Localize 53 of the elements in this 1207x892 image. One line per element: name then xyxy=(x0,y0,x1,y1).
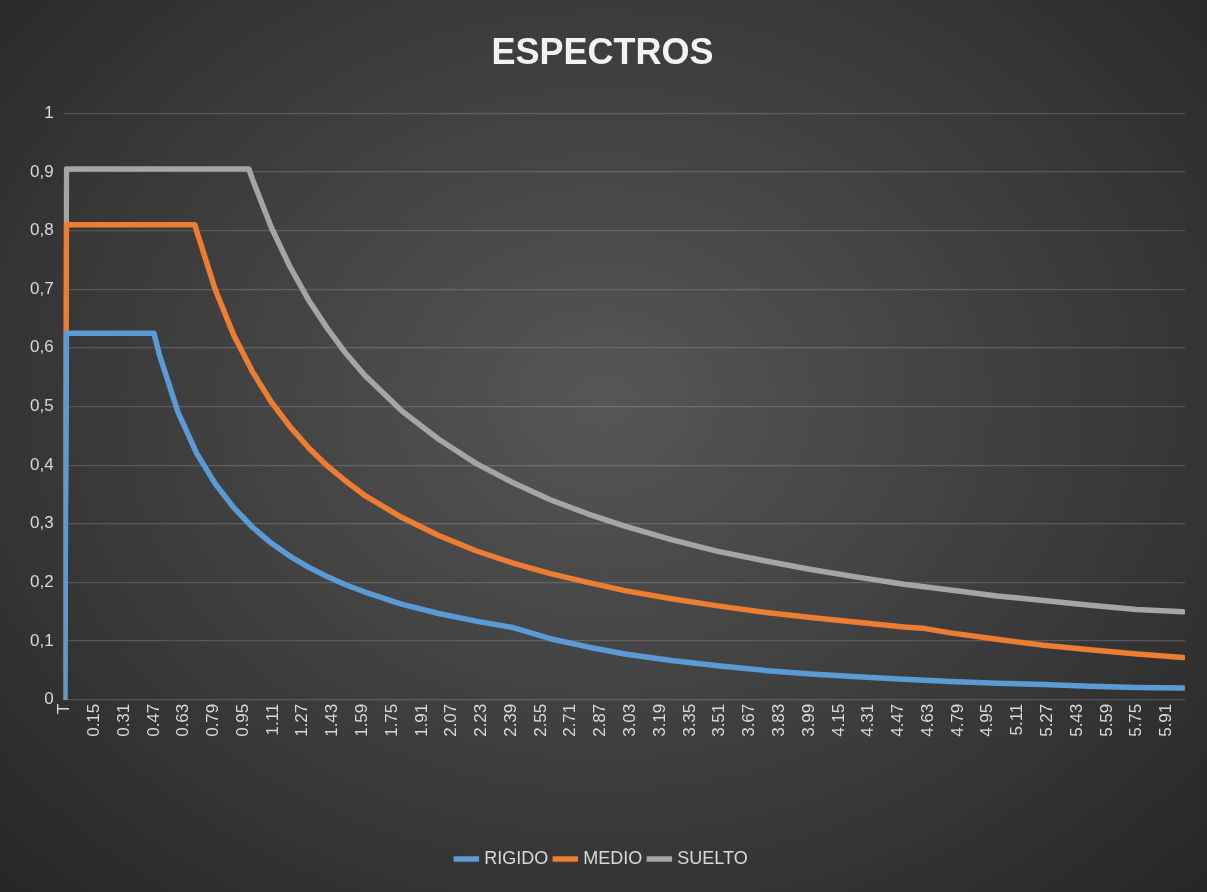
x-tick-label: 2.87 xyxy=(590,703,610,737)
x-tick-label: 0.31 xyxy=(113,703,133,737)
x-tick-label: 4.47 xyxy=(888,703,908,737)
y-tick-label: 0,3 xyxy=(29,513,54,533)
x-tick-label: 2.23 xyxy=(471,703,491,737)
x-tick-label: 3.19 xyxy=(649,703,669,737)
x-tick-label: 0.79 xyxy=(203,703,223,737)
x-tick-label: 2.39 xyxy=(500,703,520,737)
x-tick-label: 1.11 xyxy=(262,703,282,736)
y-tick-label: 0,8 xyxy=(29,220,54,240)
x-tick-label: 3.83 xyxy=(768,703,788,737)
x-tick-label: 1.27 xyxy=(292,703,312,737)
x-tick-label: 1.59 xyxy=(352,703,372,737)
y-tick-label: 0,1 xyxy=(29,630,54,650)
x-tick-label: 3.03 xyxy=(620,703,640,737)
x-tick-label: 5.75 xyxy=(1126,703,1146,737)
x-tick-label: 0.47 xyxy=(143,703,163,737)
y-tick-label: 0 xyxy=(44,689,54,709)
x-tick-label: 5.59 xyxy=(1096,703,1116,737)
y-tick-label: 0,5 xyxy=(29,396,54,416)
x-tick-label: 4.15 xyxy=(828,703,848,737)
legend-label: RIGIDO xyxy=(484,847,549,868)
x-tick-label: 3.35 xyxy=(679,703,699,737)
x-tick-label: 4.95 xyxy=(977,703,997,737)
x-tick-label: 0.95 xyxy=(232,703,252,737)
x-tick-label: 5.43 xyxy=(1066,703,1086,737)
x-tick-label: 3.67 xyxy=(739,703,759,737)
y-tick-label: 0,6 xyxy=(29,337,54,357)
chart-title: ESPECTROS xyxy=(491,30,714,72)
x-tick-label: 2.55 xyxy=(530,703,550,737)
x-tick-label: 1.91 xyxy=(411,703,431,737)
x-tick-label: 3.51 xyxy=(709,703,729,737)
x-tick-label: 4.63 xyxy=(917,703,937,737)
y-tick-label: 0,4 xyxy=(29,454,54,474)
y-tick-label: 1 xyxy=(44,102,54,122)
x-tick-label: 0.63 xyxy=(173,703,193,737)
legend-label: MEDIO xyxy=(583,847,643,868)
y-tick-label: 0,7 xyxy=(29,278,54,298)
x-tick-label: 4.31 xyxy=(858,703,878,737)
x-tick-label: 5.91 xyxy=(1156,703,1176,737)
x-tick-label: 0.15 xyxy=(84,703,104,737)
legend-label: SUELTO xyxy=(677,847,748,868)
x-tick-label: 1.75 xyxy=(381,703,401,737)
x-tick-label: T xyxy=(54,703,74,715)
y-tick-label: 0,9 xyxy=(29,161,54,181)
x-tick-label: 5.27 xyxy=(1036,703,1056,737)
x-tick-label: 2.71 xyxy=(560,703,580,737)
x-tick-label: 4.79 xyxy=(947,703,967,737)
x-tick-label: 2.07 xyxy=(441,703,461,737)
x-tick-label: 3.99 xyxy=(798,703,818,737)
y-tick-label: 0,2 xyxy=(29,572,54,592)
x-tick-label: 5.11 xyxy=(1007,703,1027,736)
x-tick-label: 1.43 xyxy=(322,703,342,737)
